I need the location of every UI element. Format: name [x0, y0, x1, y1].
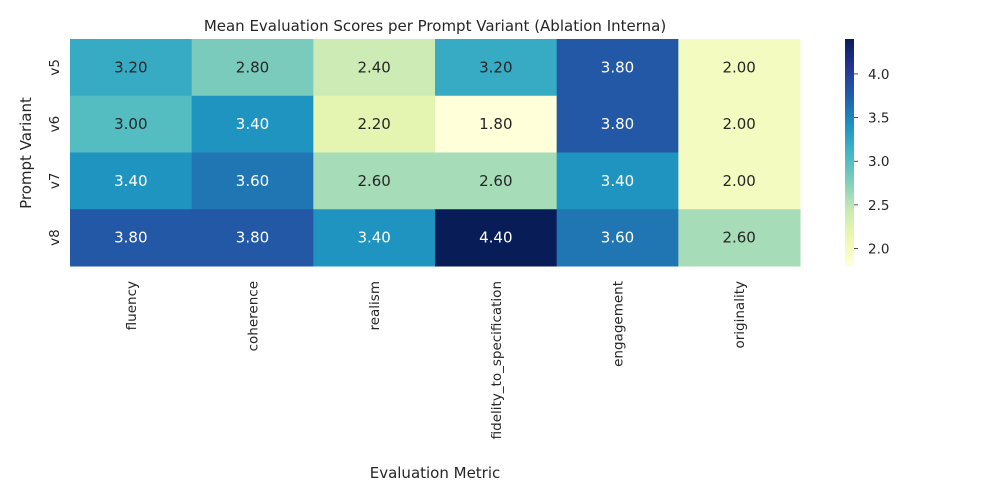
cell-value-label: 2.60: [479, 172, 512, 190]
cell-value-label: 3.60: [236, 172, 269, 190]
cell-value-label: 3.20: [114, 58, 147, 76]
heatmap-cell: [313, 152, 436, 210]
colorbar-tick-label: 3.5: [868, 111, 889, 127]
x-tick-label: coherence: [246, 281, 262, 351]
heatmap-cell: [435, 95, 558, 153]
colorbar-gradient: [845, 39, 854, 266]
x-tick-label: fidelity_to_specification: [489, 281, 505, 439]
x-axis-label: Evaluation Metric: [370, 464, 501, 482]
cell-value-label: 3.40: [601, 172, 634, 190]
y-tick-label: v7: [47, 173, 63, 190]
heatmap-cell: [556, 152, 679, 210]
cell-value-label: 3.00: [114, 115, 147, 133]
heatmap-cells: [70, 39, 801, 267]
colorbar-tick-label: 3.0: [868, 154, 889, 170]
heatmap-cell: [191, 152, 314, 210]
x-tick-label: originality: [732, 281, 748, 349]
y-tick-label: v6: [47, 116, 63, 133]
cell-value-label: 1.80: [479, 115, 512, 133]
heatmap-cell: [435, 152, 558, 210]
cell-value-label: 3.40: [236, 115, 269, 133]
y-axis-label: Prompt Variant: [17, 97, 35, 209]
cell-value-label: 2.80: [236, 58, 269, 76]
heatmap-cell-labels: 3.20 2.80 2.40 3.20 3.80 2.00 3.00 3.40 2.20 1.80…: [114, 58, 756, 246]
heatmap-cell: [313, 39, 436, 97]
cell-value-label: 2.20: [357, 115, 390, 133]
heatmap-cell: [556, 39, 679, 97]
y-tick-label: v5: [47, 59, 63, 76]
heatmap-cell: [556, 95, 679, 153]
cell-value-label: 2.00: [722, 115, 755, 133]
heatmap-cell: [556, 209, 679, 267]
cell-value-label: 3.80: [601, 58, 634, 76]
cell-value-label: 3.80: [236, 229, 269, 247]
heatmap-cell: [191, 95, 314, 153]
heatmap-cell: [678, 209, 801, 267]
colorbar-tick-label: 2.0: [868, 242, 889, 258]
colorbar-tick-label: 2.5: [868, 198, 889, 214]
heatmap-cell: [70, 209, 193, 267]
cell-value-label: 3.20: [479, 58, 512, 76]
x-tick-label: fluency: [124, 281, 140, 330]
heatmap-cell: [191, 209, 314, 267]
cell-value-label: 3.60: [601, 229, 634, 247]
cell-value-label: 2.40: [357, 58, 390, 76]
heatmap-cell: [678, 39, 801, 97]
x-tick-labels: fluency coherence realism fidelity_to_speci…: [124, 281, 748, 439]
heatmap-cell: [70, 152, 193, 210]
x-tick-label: realism: [367, 281, 383, 331]
heatmap-cell: [435, 209, 558, 267]
heatmap-cell: [678, 95, 801, 153]
cell-value-label: 2.00: [722, 172, 755, 190]
cell-value-label: 3.80: [114, 229, 147, 247]
y-tick-label: v8: [47, 229, 63, 246]
cell-value-label: 2.60: [722, 229, 755, 247]
heatmap-cell: [70, 95, 193, 153]
colorbar-tick-label: 4.0: [868, 67, 889, 83]
cell-value-label: 3.80: [601, 115, 634, 133]
cell-value-label: 2.00: [722, 58, 755, 76]
x-tick-label: engagement: [611, 281, 627, 367]
heatmap-cell: [678, 152, 801, 210]
cell-value-label: 2.60: [357, 172, 390, 190]
cell-value-label: 3.40: [357, 229, 390, 247]
heatmap-cell: [191, 39, 314, 97]
heatmap-cell: [70, 39, 193, 97]
cell-value-label: 3.40: [114, 172, 147, 190]
cell-value-label: 4.40: [479, 229, 512, 247]
heatmap-cell: [313, 95, 436, 153]
colorbar: 2.0 2.5 3.0 3.5 4.0: [845, 39, 889, 266]
chart-title: Mean Evaluation Scores per Prompt Varian…: [204, 17, 666, 35]
heatmap-cell: [435, 39, 558, 97]
heatmap-cell: [313, 209, 436, 267]
y-tick-labels: v5 v6 v7 v8: [47, 59, 63, 246]
